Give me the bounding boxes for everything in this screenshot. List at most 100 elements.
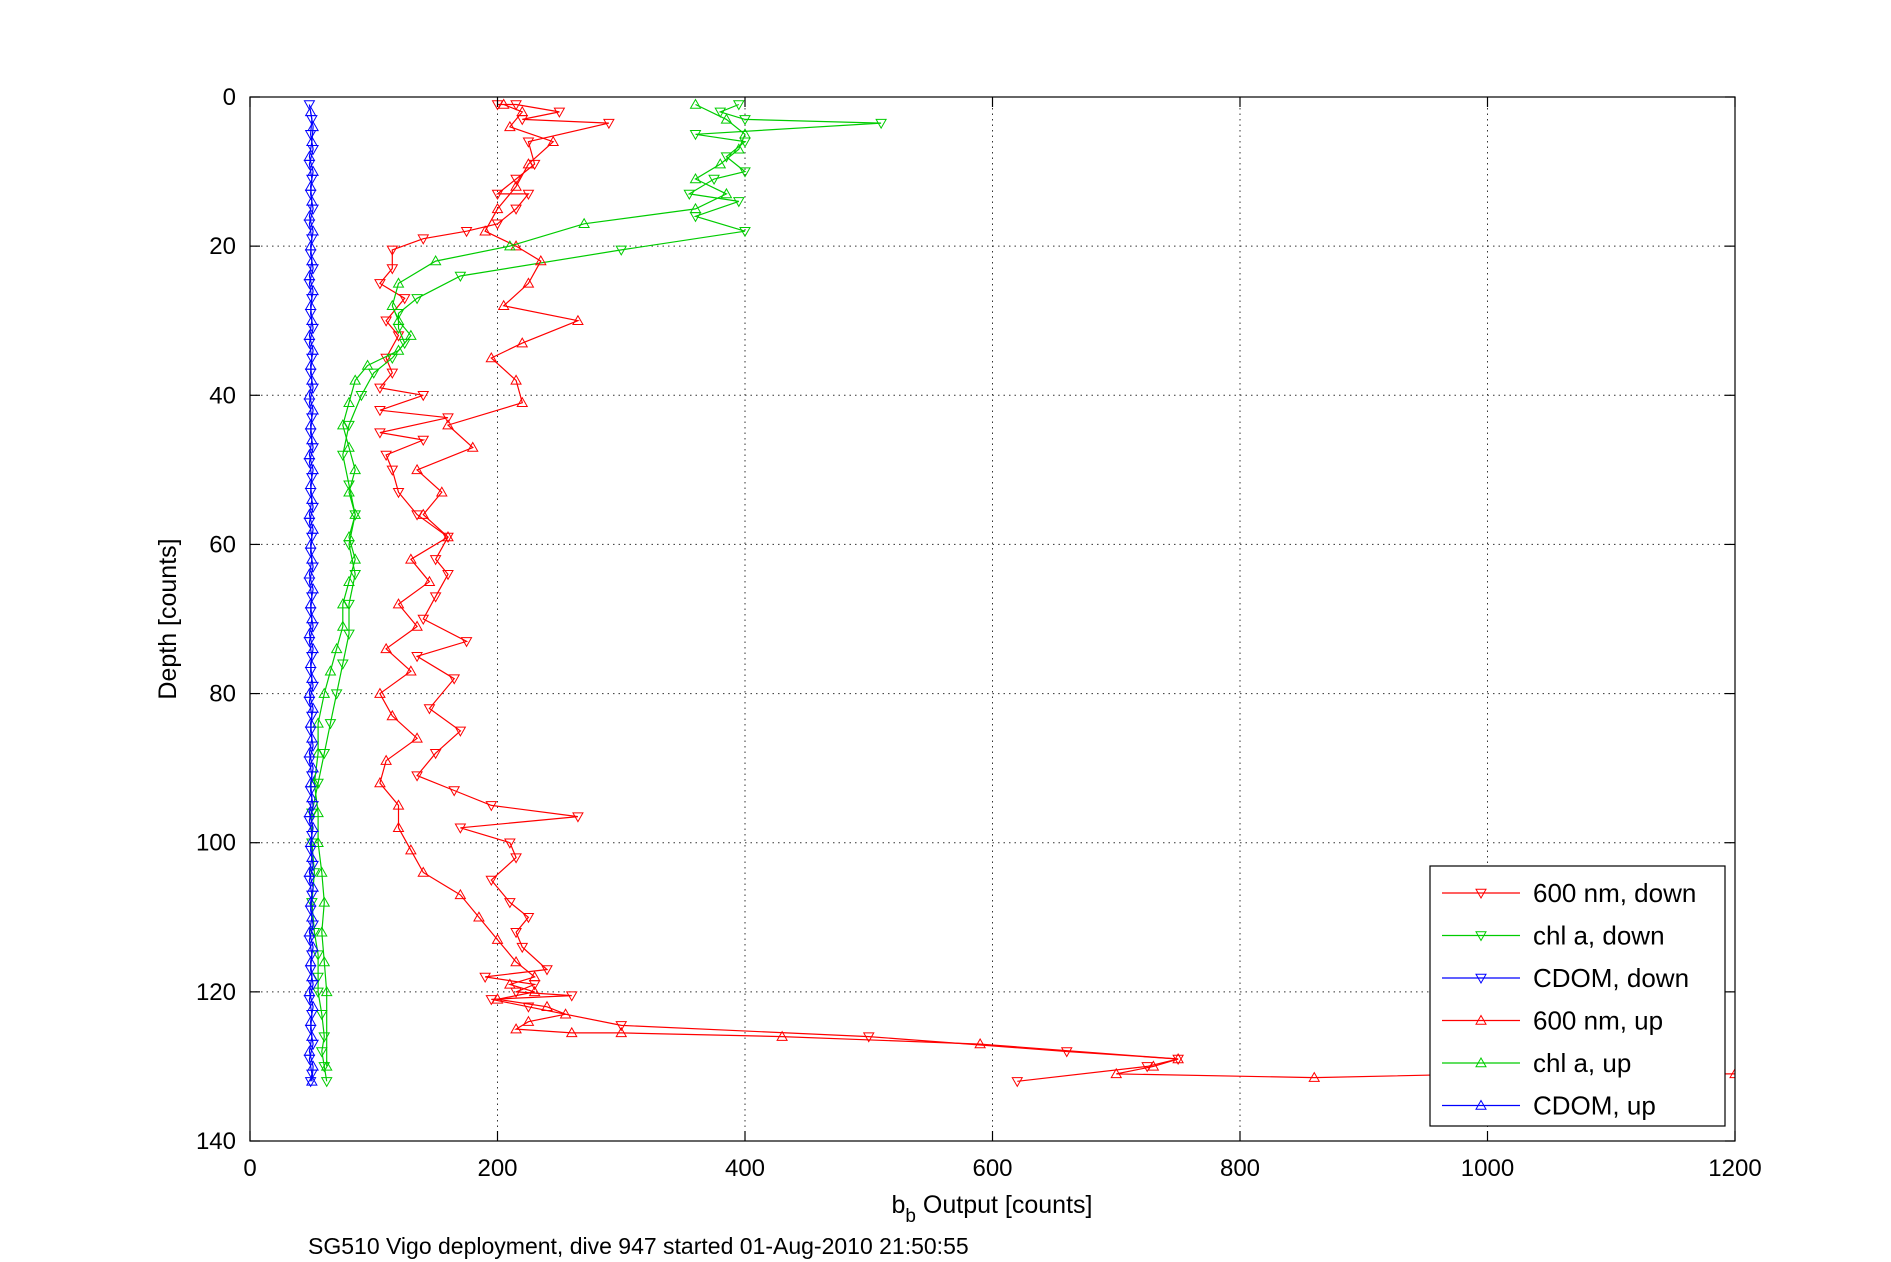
data-point	[435, 486, 448, 497]
data-point	[304, 777, 317, 788]
data-point	[510, 174, 522, 186]
data-point	[303, 150, 316, 161]
series-line	[308, 111, 314, 1082]
legend-entry: 600 nm, down	[1442, 878, 1696, 908]
legend-entry: CDOM, down	[1442, 963, 1689, 993]
data-point	[522, 277, 535, 288]
data-point	[689, 202, 702, 214]
series-line	[379, 103, 1735, 1079]
series-layer	[303, 98, 1735, 1088]
data-point	[343, 530, 355, 542]
data-point	[306, 672, 318, 683]
legend-marker	[1475, 888, 1487, 900]
data-point	[547, 135, 560, 146]
data-point	[460, 226, 473, 238]
data-point	[307, 284, 319, 296]
data-point	[423, 704, 436, 715]
data-point	[460, 637, 473, 648]
data-point	[405, 553, 417, 564]
data-point	[392, 821, 405, 833]
data-point	[411, 294, 423, 305]
data-point	[349, 374, 362, 385]
data-point	[565, 991, 578, 1002]
data-point	[336, 450, 349, 461]
data-point	[324, 665, 337, 676]
data-point	[304, 1015, 317, 1026]
data-point	[442, 419, 454, 430]
data-point	[304, 657, 317, 668]
legend-label: chl a, down	[1533, 921, 1665, 951]
x-tick-label: 400	[725, 1155, 765, 1182]
data-point	[522, 1015, 535, 1026]
data-point	[516, 105, 529, 117]
data-point	[398, 294, 411, 305]
data-point	[522, 913, 535, 924]
data-point	[417, 391, 430, 402]
data-point	[312, 987, 324, 998]
data-point	[386, 299, 399, 311]
data-point	[392, 598, 405, 609]
data-point	[303, 866, 316, 877]
data-point	[330, 642, 343, 654]
data-point	[304, 836, 317, 847]
data-point	[380, 642, 392, 654]
data-point	[380, 450, 392, 461]
data-point	[603, 118, 615, 130]
legend-box	[1429, 865, 1726, 1127]
data-point	[349, 570, 362, 581]
data-point	[306, 314, 318, 325]
data-point	[572, 314, 584, 325]
data-point	[429, 748, 442, 760]
data-point	[307, 120, 319, 132]
data-point	[303, 985, 316, 997]
data-point	[318, 687, 331, 698]
data-point	[312, 778, 324, 790]
data-point	[307, 344, 319, 355]
data-point	[429, 592, 442, 603]
y-axis-label: Depth [counts]	[154, 538, 182, 699]
legend-marker	[1475, 1014, 1487, 1025]
data-point	[312, 717, 324, 728]
series-6	[303, 105, 319, 1086]
data-point	[683, 189, 696, 200]
data-point	[528, 970, 541, 982]
data-point	[411, 620, 423, 631]
data-point	[380, 754, 392, 765]
data-point	[343, 396, 355, 407]
data-point	[355, 391, 368, 402]
data-point	[318, 896, 331, 907]
data-point	[732, 100, 745, 111]
data-point	[392, 344, 405, 355]
data-point	[306, 553, 318, 564]
data-point	[386, 245, 399, 256]
data-point	[315, 1009, 328, 1021]
data-point	[398, 338, 411, 350]
data-point	[1011, 1077, 1024, 1088]
data-point	[534, 255, 547, 266]
legend-marker	[1475, 931, 1487, 942]
data-point	[615, 1026, 628, 1038]
legend-entry: CDOM, up	[1442, 1091, 1656, 1121]
data-point	[304, 299, 317, 311]
data-point	[720, 187, 733, 199]
data-point	[417, 234, 430, 245]
series-line	[378, 103, 1179, 1082]
data-point	[479, 225, 491, 236]
data-point	[565, 1026, 578, 1038]
data-point	[307, 642, 319, 654]
data-point	[306, 791, 318, 803]
data-point	[304, 105, 317, 117]
data-point	[304, 180, 317, 191]
data-point	[380, 353, 392, 365]
data-point	[320, 1077, 333, 1088]
data-point	[454, 888, 467, 900]
data-point	[306, 1030, 318, 1041]
data-point	[473, 911, 485, 922]
legend-marker	[1475, 1099, 1487, 1110]
data-point	[528, 985, 541, 997]
data-point	[307, 762, 319, 773]
data-point	[380, 316, 392, 327]
data-point	[303, 926, 316, 937]
data-point	[306, 851, 318, 862]
